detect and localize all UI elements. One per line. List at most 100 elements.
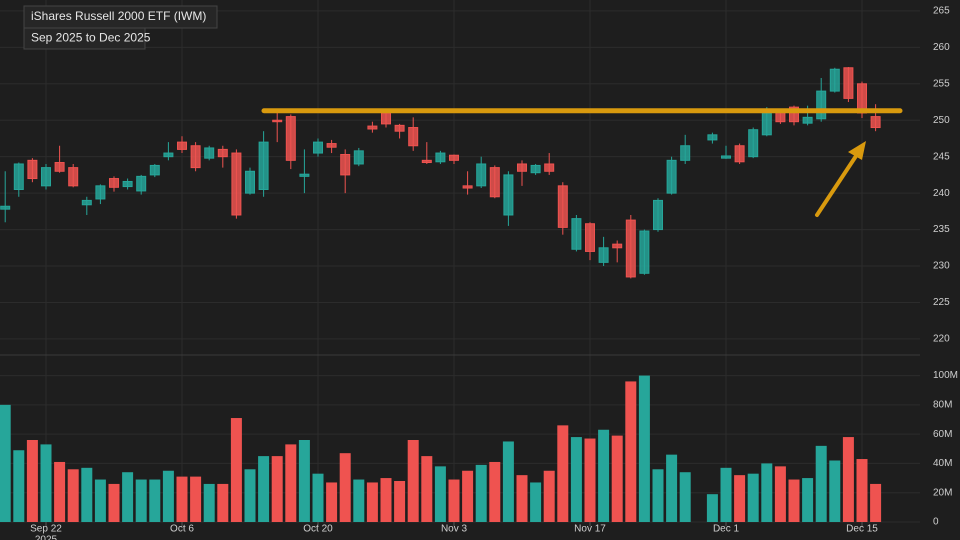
volume-bar	[298, 440, 310, 522]
volume-bar	[448, 479, 460, 522]
candle-body	[285, 116, 296, 161]
volume-bar	[162, 470, 174, 522]
volume-bar	[285, 444, 297, 522]
volume-bar	[679, 472, 691, 522]
volume-bar	[339, 453, 351, 522]
candle-body	[245, 170, 255, 194]
volume-bar	[258, 456, 270, 522]
volume-bar	[870, 483, 882, 522]
candle-body	[829, 68, 840, 92]
candle-body	[231, 152, 242, 216]
volume-bar	[326, 482, 338, 522]
volume-bar	[135, 479, 147, 522]
candle-body	[680, 145, 691, 161]
candle-body	[707, 134, 718, 141]
x-tick-label: Oct 6	[170, 524, 194, 535]
volume-bar	[230, 418, 242, 522]
y-tick-label: 265	[933, 6, 950, 17]
x-tick-label: Nov 3	[441, 524, 468, 535]
candle-body	[163, 152, 174, 158]
volume-bar	[122, 472, 134, 522]
candle-body	[408, 127, 419, 147]
volume-bar	[217, 483, 229, 522]
y-tick-label: 80M	[933, 399, 952, 410]
candle-body	[381, 112, 391, 125]
volume-bar	[26, 440, 38, 522]
volume-bar	[856, 459, 868, 522]
candle-body	[204, 147, 215, 159]
candle-body	[367, 125, 378, 130]
y-tick-label: 250	[933, 115, 950, 126]
volume-bar	[652, 469, 664, 522]
candle-body	[476, 163, 487, 187]
volume-bar	[394, 481, 406, 522]
volume-bar	[190, 476, 202, 522]
y-tick-label: 240	[933, 188, 950, 199]
candle-body	[639, 230, 650, 274]
y-tick-label: 0	[933, 517, 939, 528]
candle-body	[177, 141, 187, 150]
candle-body	[748, 129, 759, 158]
candle-body	[503, 174, 514, 216]
volume-bar	[489, 461, 501, 522]
candle-body	[353, 150, 364, 165]
candle-body	[816, 90, 827, 120]
volume-bar	[312, 473, 324, 522]
y-tick-label: 20M	[933, 487, 952, 498]
candle-body	[258, 141, 269, 190]
y-tick-label: 255	[933, 78, 950, 89]
y-tick-label: 245	[933, 151, 950, 162]
arrow-shaft	[815, 151, 860, 217]
candle-body	[27, 159, 38, 180]
y-tick-label: 60M	[933, 429, 952, 440]
volume-bar	[149, 479, 161, 522]
candle-body	[517, 163, 527, 172]
volume-bar	[502, 441, 514, 522]
candle-body	[734, 145, 745, 163]
volume-bar	[815, 445, 827, 522]
y-tick-label: 225	[933, 297, 950, 308]
candle-body	[571, 218, 582, 250]
candle-body	[625, 219, 636, 278]
volume-bar	[557, 425, 569, 522]
volume-bar	[842, 437, 854, 522]
candle-body	[95, 185, 106, 200]
candle-body	[843, 67, 854, 99]
subtitle-box	[23, 27, 146, 50]
candle-body	[653, 199, 663, 231]
y-tick-label: 40M	[933, 458, 952, 469]
volume-bar	[598, 429, 610, 522]
volume-bar	[271, 456, 283, 522]
x-tick-label: Nov 17	[574, 524, 606, 535]
y-tick-label: 230	[933, 261, 950, 272]
candle-body	[530, 164, 541, 174]
volume-bar	[720, 467, 732, 522]
candle-body	[870, 116, 881, 129]
y-tick-label: 100M	[933, 370, 958, 381]
volume-bar	[543, 470, 555, 522]
candle-body	[68, 167, 79, 187]
volume-bar	[353, 479, 365, 522]
volume-bar	[0, 404, 11, 522]
volume-bar	[625, 381, 637, 522]
volume-bar	[638, 375, 650, 522]
candle-body	[54, 162, 65, 172]
volume-bar	[13, 450, 25, 522]
x-tick-label: Dec 1	[713, 524, 740, 535]
candle-body	[802, 116, 813, 124]
candle-body	[394, 124, 405, 132]
volume-bar	[67, 469, 79, 522]
candle-body	[299, 173, 310, 177]
candle-body	[761, 112, 772, 136]
candle-body	[190, 145, 201, 169]
candle-body	[557, 185, 568, 228]
candle-body	[544, 163, 555, 172]
y-tick-label: 235	[933, 224, 950, 235]
candle-body	[585, 223, 595, 252]
candle-body	[149, 164, 160, 176]
volume-bar	[176, 476, 188, 522]
volume-bar	[434, 466, 446, 522]
x-tick-label: Oct 20	[303, 524, 333, 535]
